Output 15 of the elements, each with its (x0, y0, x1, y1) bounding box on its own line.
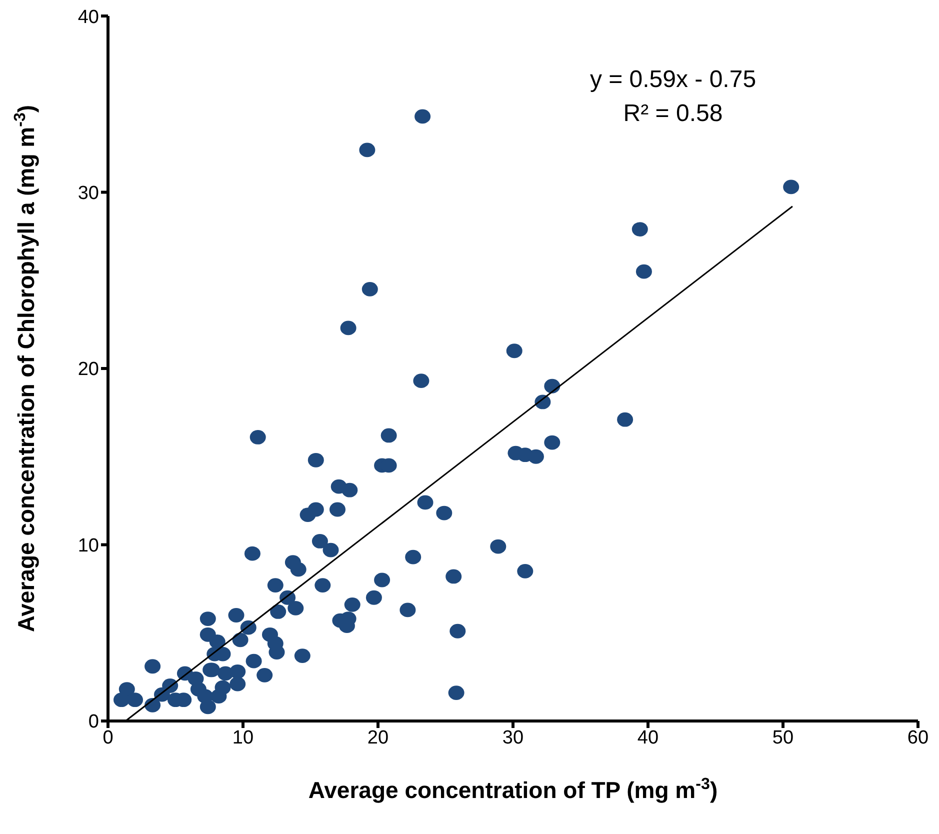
y-tick-label: 40 (78, 6, 99, 28)
x-tick-label: 20 (367, 727, 389, 748)
x-tick-label: 50 (772, 727, 794, 748)
y-tick-label: 0 (88, 712, 99, 733)
x-tick-label: 30 (502, 727, 524, 748)
y-tick-label: 20 (78, 359, 99, 380)
annotation: y = 0.59x - 0.75 (588, 65, 758, 95)
x-axis-title: Average concentration of TP (mg m$^{-3}$) (308, 775, 718, 803)
x-tick-label: 40 (637, 727, 659, 748)
x-tick-label: 10 (232, 727, 254, 748)
annotation: R² = 0.58 (622, 99, 724, 129)
x-tick-label: 0 (102, 727, 114, 748)
x-tick-label: 60 (907, 727, 929, 748)
y-tick-label: 30 (78, 182, 99, 204)
y-tick-label: 10 (78, 535, 99, 556)
